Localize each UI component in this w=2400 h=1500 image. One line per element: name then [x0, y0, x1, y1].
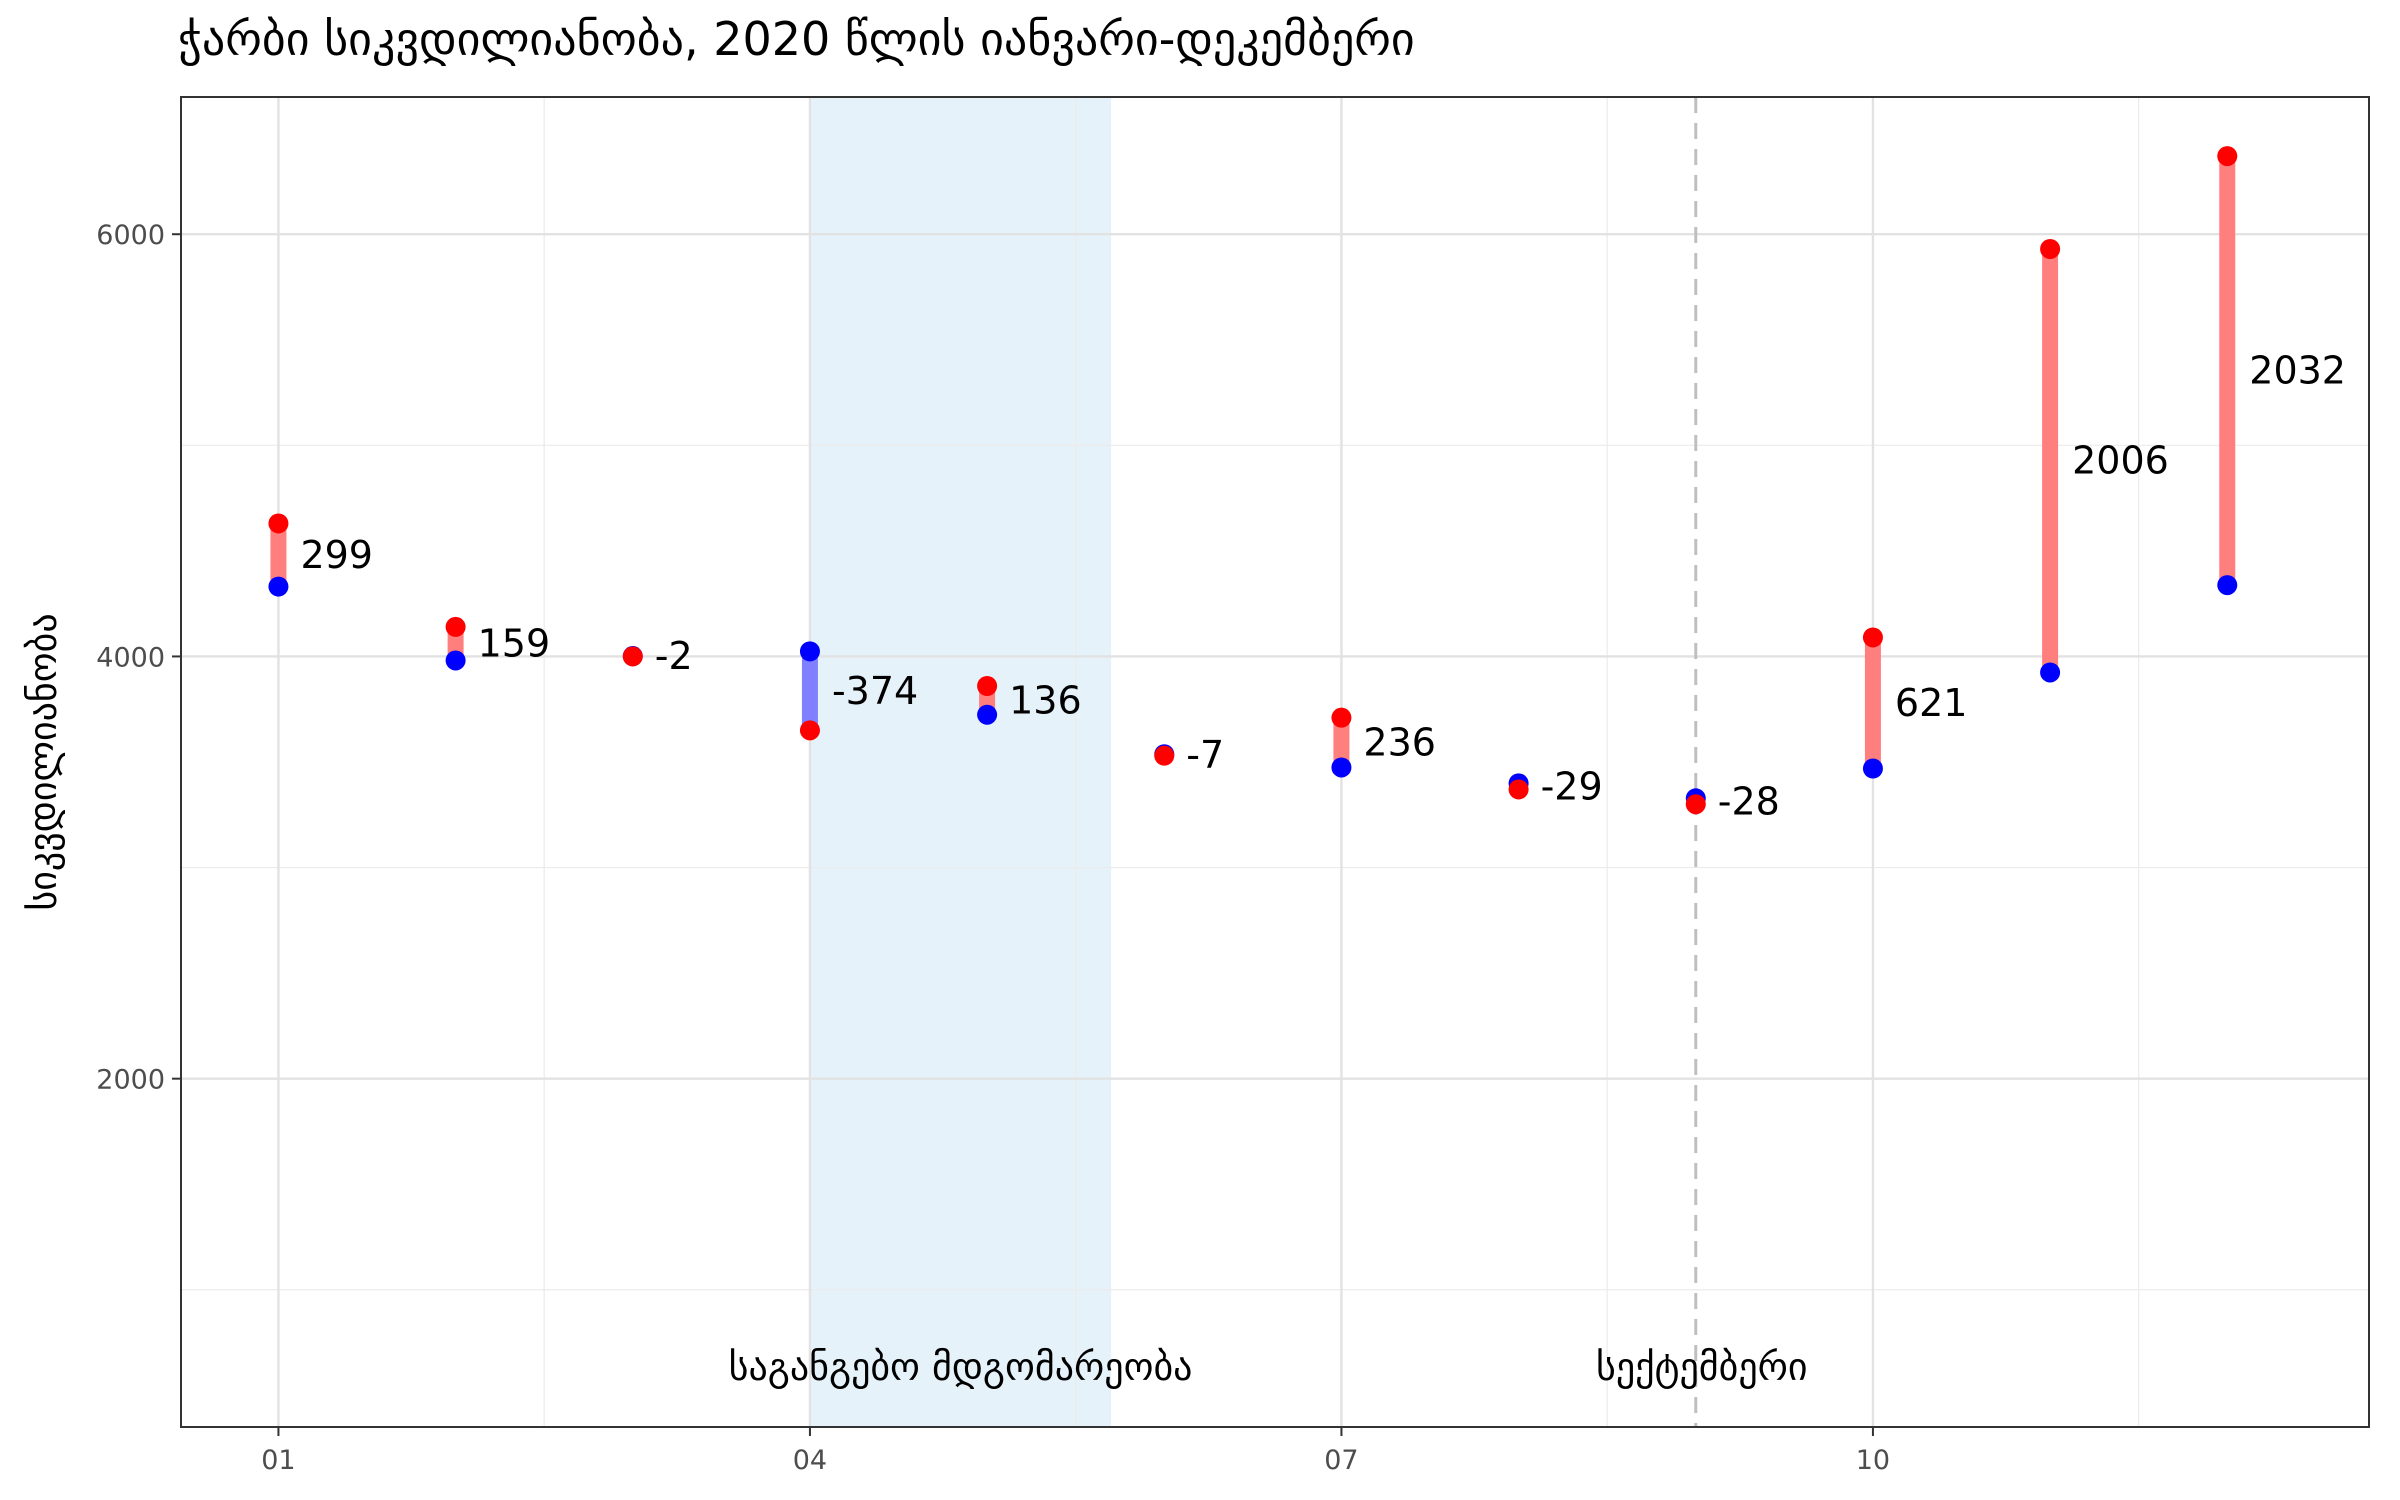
- observed-point: [977, 676, 998, 696]
- emergency-annotation-label: საგანგებო მდგომარეობა: [729, 1345, 1193, 1389]
- observed-point: [2040, 239, 2061, 259]
- y-tick-label: 4000: [96, 642, 165, 673]
- observed-point: [622, 646, 643, 667]
- excess-value-label: -28: [1718, 779, 1780, 823]
- excess-value-label: 299: [300, 533, 373, 577]
- excess-value-label: 2006: [2072, 439, 2169, 483]
- x-tick-label: 10: [1856, 1445, 1890, 1476]
- expected-point: [1862, 758, 1883, 779]
- observed-point: [1685, 794, 1706, 815]
- chart-title: ჭარბი სიკვდილიანობა, 2020 წლის იანვარი-დ…: [178, 12, 1415, 66]
- excess-value-label: 136: [1009, 678, 1082, 722]
- plot-panel-border: [180, 96, 2370, 1428]
- excess-value-label: -2: [655, 634, 693, 678]
- observed-point: [268, 513, 289, 534]
- x-tick-label: 04: [793, 1445, 827, 1476]
- expected-point: [2040, 662, 2061, 683]
- excess-value-label: 159: [478, 622, 551, 666]
- expected-point: [2217, 575, 2238, 596]
- observed-point: [1508, 779, 1529, 800]
- observed-point: [799, 720, 820, 741]
- expected-point: [799, 641, 820, 662]
- y-axis-label: სიკვდილიანობა: [21, 613, 65, 910]
- observed-point: [1154, 745, 1175, 766]
- excess-value-label: -7: [1186, 733, 1224, 777]
- emergency-shaded-region: [809, 97, 1112, 1427]
- x-tick-label: 07: [1324, 1445, 1358, 1476]
- observed-point: [445, 616, 466, 637]
- excess-value-label: -374: [832, 669, 918, 713]
- observed-point: [1862, 627, 1883, 648]
- expected-point: [445, 650, 466, 671]
- excess-value-label: -29: [1541, 764, 1603, 808]
- y-tick-label: 6000: [96, 220, 165, 251]
- excess-value-label: 2032: [2249, 349, 2346, 393]
- y-tick-label: 2000: [96, 1065, 165, 1096]
- september-annotation-label: სექტემბერი: [1596, 1345, 1808, 1389]
- expected-point: [268, 576, 289, 597]
- excess-value-label: 236: [1363, 721, 1436, 765]
- expected-point: [977, 704, 998, 725]
- observed-point: [2217, 146, 2238, 167]
- observed-point: [1331, 707, 1352, 728]
- plot-background: [181, 97, 2369, 1427]
- excess-value-label: 621: [1895, 681, 1968, 725]
- expected-point: [1331, 757, 1352, 778]
- x-tick-label: 01: [261, 1445, 295, 1476]
